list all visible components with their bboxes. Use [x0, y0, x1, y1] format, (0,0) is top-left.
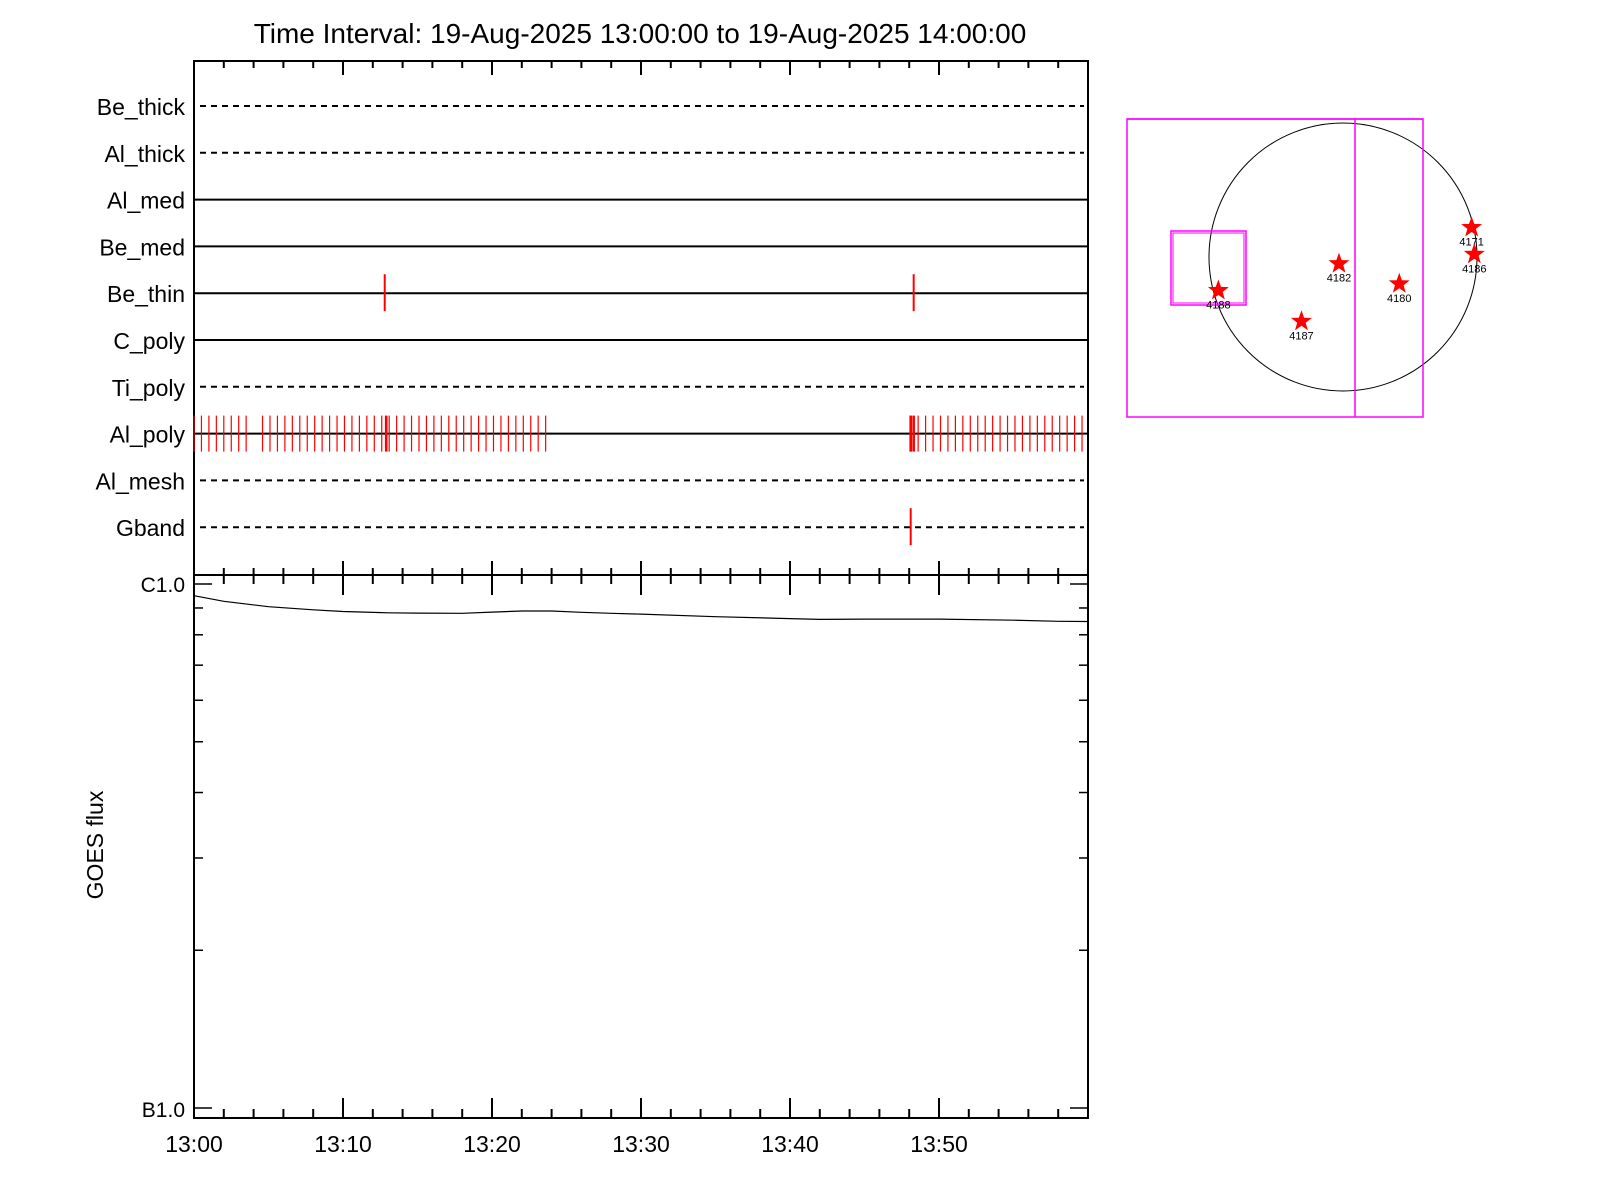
timeline-label-ti-poly: Ti_poly: [112, 375, 186, 401]
y-tick-label-c1: C1.0: [141, 574, 185, 597]
active-region-label-4186: 4186: [1462, 263, 1486, 275]
timeline-label-gband: Gband: [116, 515, 185, 541]
detector-box-inner: [1172, 232, 1245, 304]
timeline-label-al-poly: Al_poly: [110, 422, 186, 448]
solar-disk-map: 4171 4186 4182 4180 4188 4187: [1126, 118, 1487, 418]
x-tick-label-13-00: 13:00: [165, 1131, 223, 1157]
timeline-panel: Be_thick Al_thick Al_med Be_med Be_thin C_pol…: [96, 60, 1089, 576]
active-region-label-4188: 4188: [1206, 300, 1230, 312]
goes-frame: [193, 574, 1089, 1119]
timeline-label-al-med: Al_med: [107, 188, 185, 214]
timeline-label-al-mesh: Al_mesh: [96, 468, 185, 494]
timeline-label-c-poly: C_poly: [113, 328, 185, 354]
active-region-marker-4171: [1461, 216, 1483, 237]
timeline-frame: [193, 60, 1089, 576]
detector-box: [1170, 230, 1247, 306]
x-tick-label-13-40: 13:40: [761, 1131, 819, 1157]
timeline-label-al-thick: Al_thick: [104, 141, 185, 167]
active-region-marker-4188: [1207, 279, 1229, 300]
active-region-label-4187: 4187: [1289, 330, 1313, 342]
y-axis-label: GOES flux: [82, 790, 108, 899]
active-region-label-4171: 4171: [1459, 237, 1483, 249]
active-region-marker-4182: [1328, 252, 1350, 273]
active-region-marker-4186: [1463, 243, 1485, 264]
x-tick-label-13-20: 13:20: [463, 1131, 521, 1157]
timeline-label-be-thick: Be_thick: [97, 94, 186, 120]
chart-title: Time Interval: 19-Aug-2025 13:00:00 to 1…: [254, 18, 1027, 49]
x-tick-label-13-50: 13:50: [910, 1131, 968, 1157]
timeline-label-be-med: Be_med: [99, 234, 185, 260]
active-region-marker-4187: [1291, 310, 1312, 331]
x-tick-label-13-10: 13:10: [314, 1131, 372, 1157]
active-region-label-4182: 4182: [1327, 273, 1351, 285]
active-region-label-4180: 4180: [1387, 293, 1411, 305]
y-tick-label-b1: B1.0: [142, 1099, 185, 1122]
x-tick-label-13-30: 13:30: [612, 1131, 670, 1157]
timeline-label-be-thin: Be_thin: [107, 281, 185, 307]
active-region-marker-4180: [1388, 272, 1410, 293]
goes-flux-panel: 13:00 13:10 13:20 13:30 13:40 13:50 B1.0 C1.0 GO…: [82, 574, 1089, 1157]
solar-disk: [1208, 122, 1478, 392]
goes-flux-line: [193, 595, 1089, 623]
